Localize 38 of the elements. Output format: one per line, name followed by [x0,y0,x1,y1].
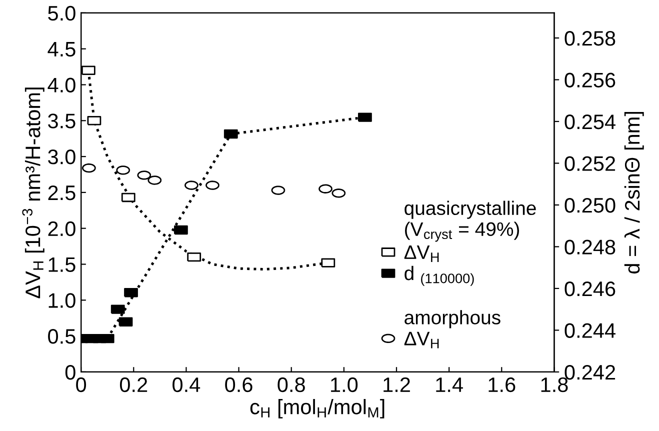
annotation: amorphous [404,310,500,328]
y-tick-label: 0 [65,364,76,380]
x-tick-label: 0.2 [120,377,148,392]
y-tick-label: 0.5 [48,329,76,344]
y2-tick-label: 0.244 [564,323,616,338]
y2-tick-label: 0.256 [564,72,616,88]
y-tick-label: 1.5 [48,257,76,272]
y-tick-label: 2.5 [48,185,76,200]
y-tick-label: 1.0 [48,293,76,308]
y-tick-label: 2.0 [48,221,76,236]
legend-label: ΔV$_{H}$ [404,246,439,262]
x-tick-label: 0.8 [278,377,305,392]
annotation: quasicrystalline (V$_{cryst}$ = 49%) [404,200,536,242]
y-tick-label: 3.5 [48,114,76,128]
x-tick-label: 1.0 [331,377,358,392]
x-tick-label: 1.2 [384,377,410,392]
x-tick-label: 1.4 [436,378,463,392]
x-tick-label: 0.4 [172,377,200,392]
y-tick-label: 5.0 [48,6,76,21]
y-tick-label: 4.0 [48,78,76,92]
point [174,225,188,235]
y2-tick-label: 0.258 [564,30,616,46]
y2-tick-label: 0.254 [564,114,616,130]
x-axis-title: c$_{H}$ [mol$_{H}$/mol$_{M}$] [250,399,384,418]
legend-label: d $_{(110000)}$ [404,266,474,286]
x-tick-label: 0.6 [225,377,252,392]
y2-tick-label: 0.252 [564,156,616,171]
point [82,163,96,173]
legend-label: ΔV$_{H}$ [404,332,439,348]
y2-tick-label: 0.250 [564,198,616,213]
x-tick-label: 0 [76,377,86,392]
y2-tick-label: 0.246 [564,281,616,296]
y2-axis-title: d = λ / 2sinΘ [nm] [624,112,644,274]
y-axis-title: ΔV$_{H}$ [10$^{−3}$ nm³/H-atom] [22,88,44,298]
y2-tick-label: 0.248 [564,240,616,254]
x-tick-label: 1.6 [488,377,516,392]
y-tick-label: 3.0 [48,150,76,164]
y-tick-label: 4.5 [48,42,76,57]
